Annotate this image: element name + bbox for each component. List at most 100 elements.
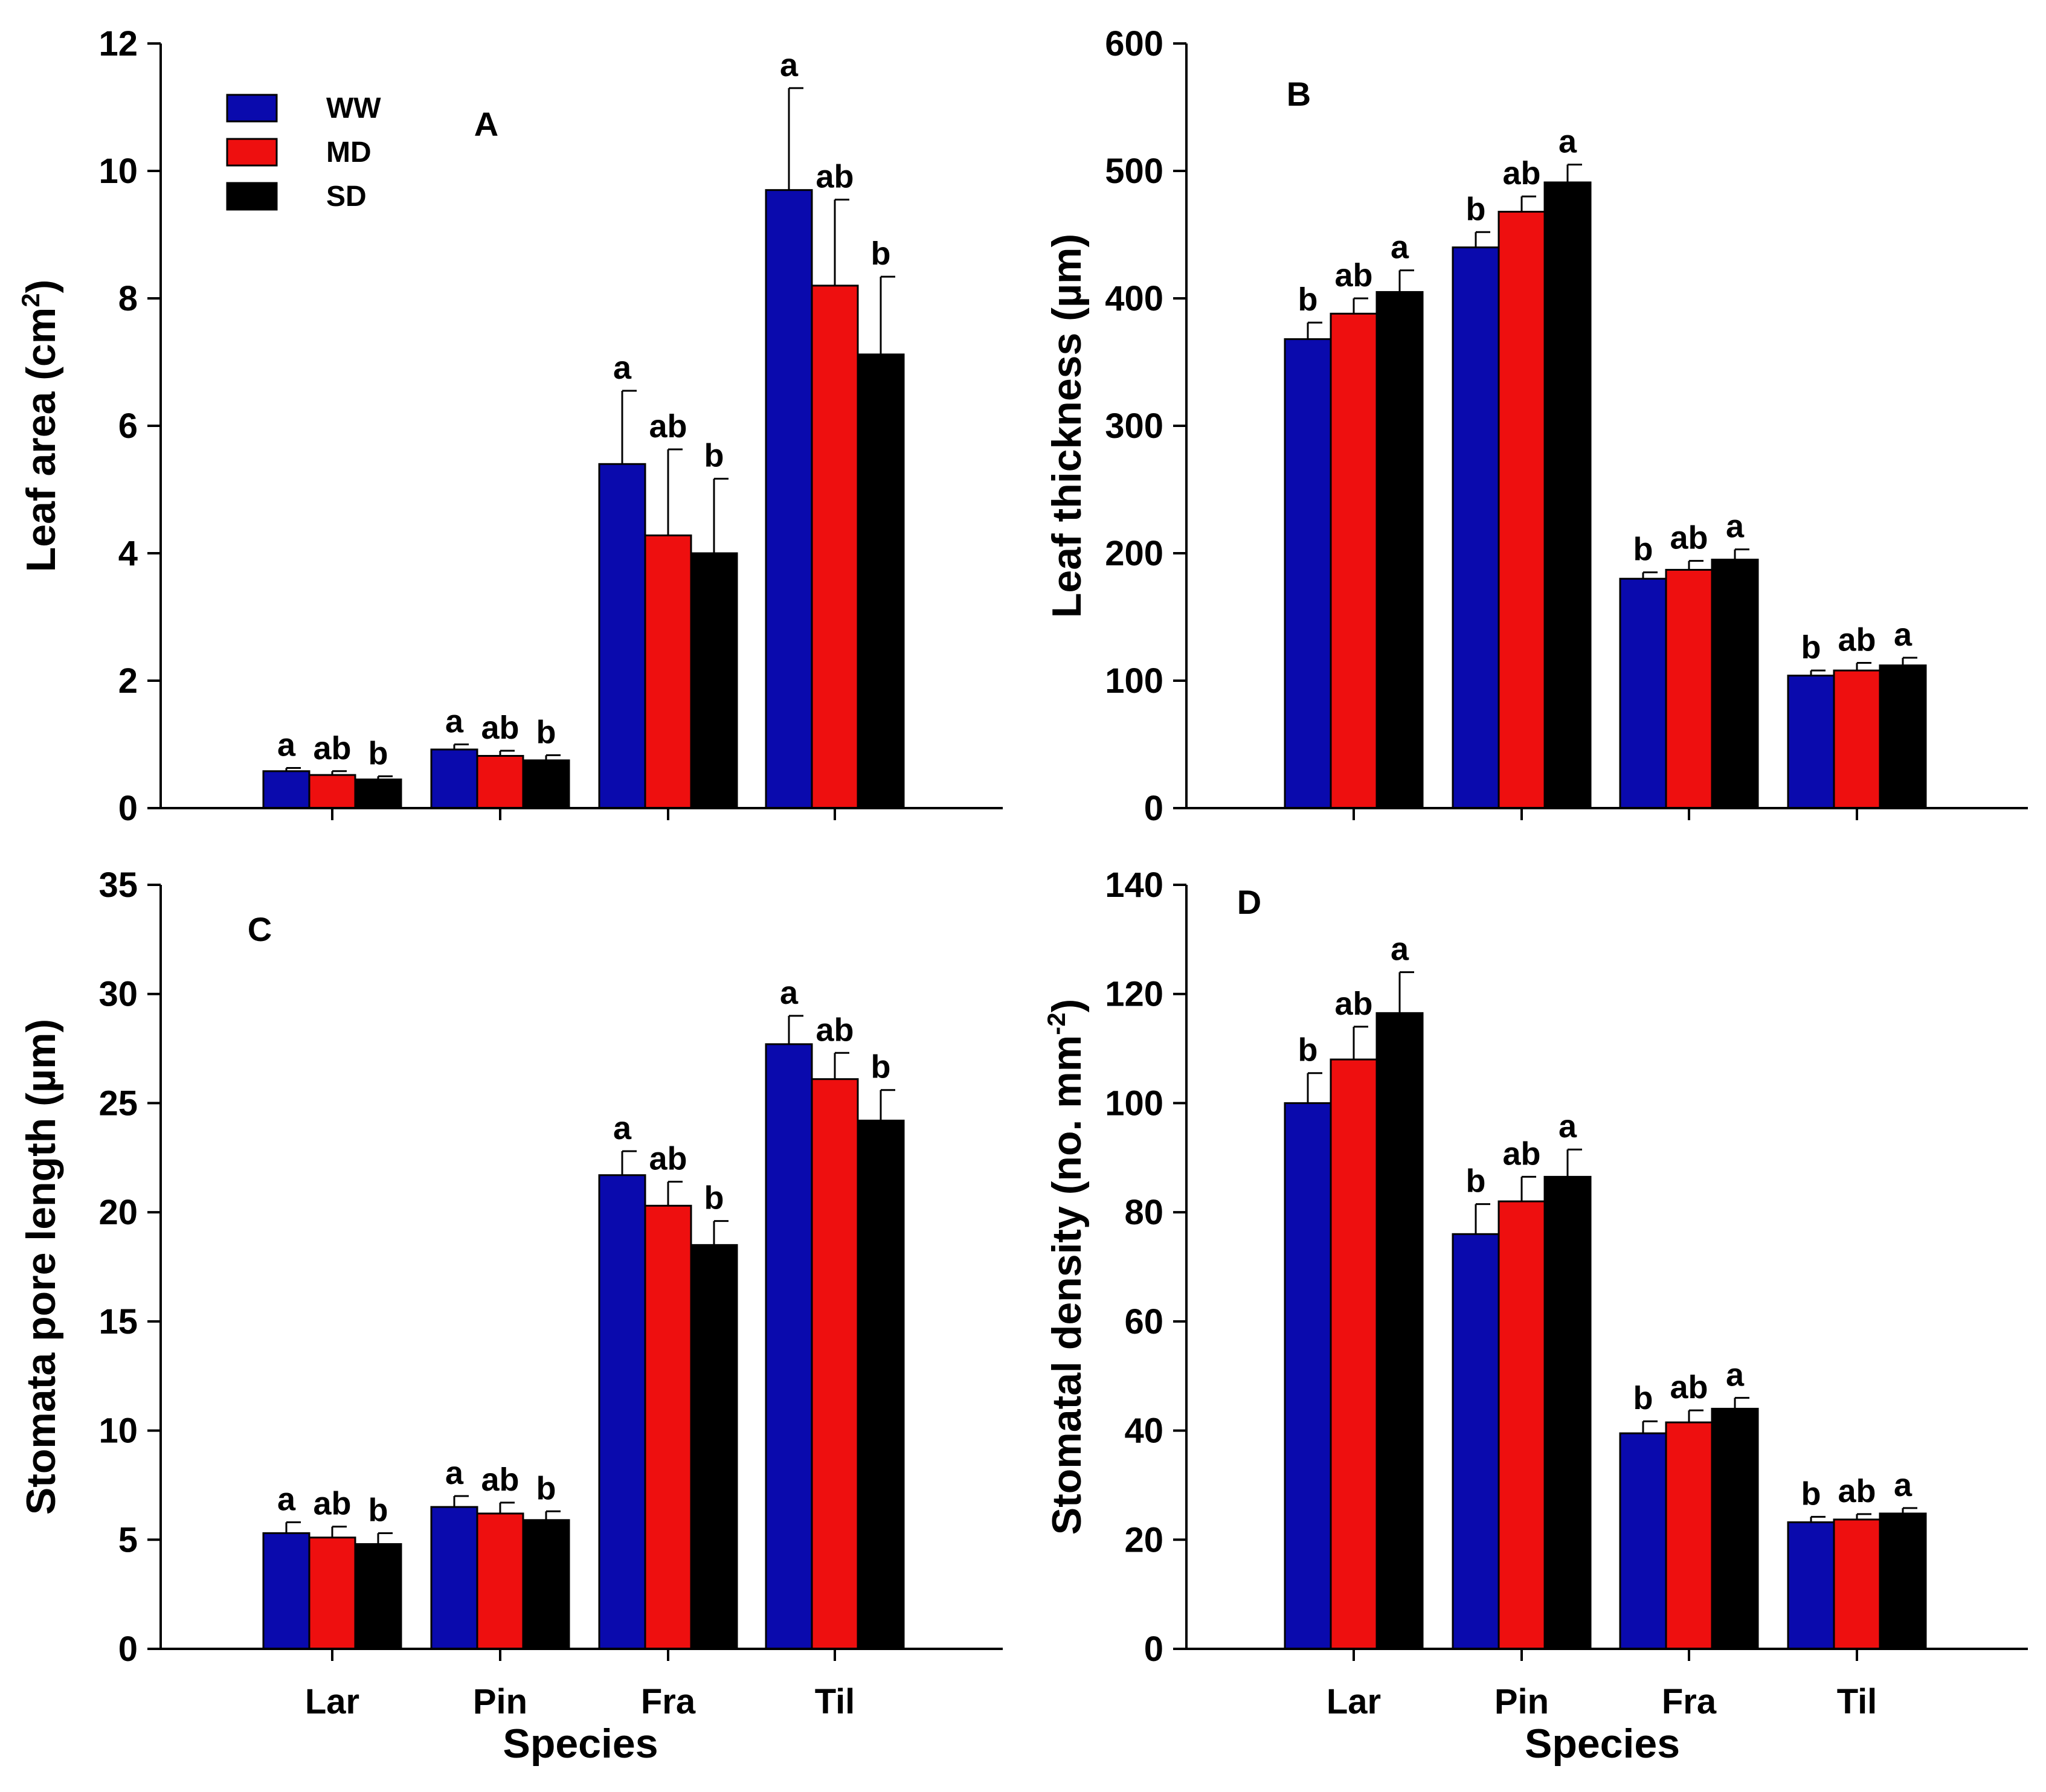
significance-label: b bbox=[536, 714, 556, 750]
bar-sd-fra bbox=[1711, 1407, 1759, 1650]
significance-label: a bbox=[1726, 1357, 1745, 1393]
legend: WW MD SD bbox=[226, 92, 381, 213]
bar-md-til bbox=[1833, 1518, 1881, 1650]
x-tick-label-pin: Pin bbox=[1494, 1682, 1549, 1721]
y-tick-label: 0 bbox=[118, 1630, 138, 1669]
significance-label: a bbox=[445, 704, 464, 740]
significance-label: b bbox=[368, 1492, 388, 1528]
bar-md-til bbox=[811, 284, 859, 809]
significance-label: a bbox=[613, 350, 632, 386]
significance-label: b bbox=[704, 1180, 724, 1216]
legend-label-sd: SD bbox=[326, 181, 367, 213]
y-axis-title-superscript: 2 bbox=[16, 293, 45, 307]
significance-label: b bbox=[1466, 191, 1486, 227]
bar-md-lar bbox=[1330, 1058, 1378, 1650]
x-tick-label-til: Til bbox=[1837, 1682, 1877, 1721]
significance-label: b bbox=[368, 735, 388, 771]
x-tick-label-lar: Lar bbox=[1327, 1682, 1381, 1721]
bar-sd-til bbox=[857, 1119, 905, 1650]
significance-label: b bbox=[1298, 281, 1318, 318]
bar-md-lar bbox=[308, 774, 356, 809]
significance-label: ab bbox=[1670, 1369, 1708, 1405]
significance-label: b bbox=[704, 438, 724, 474]
significance-label: ab bbox=[816, 158, 854, 194]
significance-label: a bbox=[1391, 931, 1409, 968]
significance-label: ab bbox=[1838, 1473, 1876, 1509]
x-axis-title: Species bbox=[1525, 1721, 1680, 1767]
y-tick-label: 140 bbox=[1105, 865, 1163, 905]
bar-md-fra bbox=[1665, 568, 1713, 809]
significance-label: ab bbox=[1502, 155, 1540, 191]
bar-md-pin bbox=[1498, 211, 1546, 809]
bar-ww-pin bbox=[430, 1506, 478, 1650]
y-axis-title: Leaf area (cm2) bbox=[16, 280, 64, 572]
y-tick-label: 30 bbox=[98, 975, 138, 1014]
bar-ww-til bbox=[1787, 1521, 1835, 1650]
y-tick-label: 500 bbox=[1105, 152, 1163, 191]
bar-ww-fra bbox=[1619, 577, 1667, 809]
legend-swatch-md bbox=[226, 138, 278, 167]
y-tick-label: 100 bbox=[1105, 661, 1163, 701]
y-tick-label: 400 bbox=[1105, 279, 1163, 318]
bar-md-pin bbox=[476, 754, 524, 809]
x-tick-label-lar: Lar bbox=[305, 1682, 359, 1721]
y-tick-label: 4 bbox=[118, 534, 138, 573]
legend-swatch-sd bbox=[226, 182, 278, 211]
y-tick-label: 25 bbox=[98, 1084, 138, 1123]
legend-label-md: MD bbox=[326, 136, 372, 169]
bar-sd-pin bbox=[522, 1519, 570, 1650]
significance-label: a bbox=[1894, 1467, 1912, 1503]
y-tick-label: 600 bbox=[1105, 24, 1163, 63]
bar-sd-lar bbox=[1375, 291, 1424, 809]
bar-sd-lar bbox=[354, 779, 402, 809]
bar-sd-til bbox=[1879, 664, 1927, 809]
y-tick-label: 0 bbox=[1144, 789, 1163, 828]
bar-ww-lar bbox=[1284, 1102, 1332, 1650]
significance-label: b bbox=[1298, 1032, 1318, 1068]
bar-ww-pin bbox=[1452, 1233, 1500, 1650]
x-tick-label-til: Til bbox=[815, 1682, 855, 1721]
y-tick-label: 40 bbox=[1124, 1411, 1163, 1451]
significance-label: b bbox=[536, 1470, 556, 1506]
bar-sd-fra bbox=[690, 1244, 738, 1650]
y-tick-label: 2 bbox=[118, 661, 138, 701]
bar-md-pin bbox=[476, 1512, 524, 1650]
bar-ww-fra bbox=[598, 463, 646, 809]
bar-ww-fra bbox=[1619, 1432, 1667, 1650]
significance-label: ab bbox=[1838, 621, 1876, 658]
bar-md-pin bbox=[1498, 1200, 1546, 1650]
bar-sd-pin bbox=[1543, 1175, 1592, 1650]
bar-md-fra bbox=[1665, 1421, 1713, 1650]
significance-label: ab bbox=[649, 1141, 687, 1177]
y-tick-label: 35 bbox=[98, 865, 138, 905]
y-axis-title-superscript: -2 bbox=[1042, 1012, 1070, 1035]
y-axis-title: Leaf thickness (µm) bbox=[1044, 234, 1090, 618]
significance-label: ab bbox=[481, 1462, 519, 1498]
y-axis-title-end: ) bbox=[1044, 999, 1090, 1013]
bar-ww-til bbox=[765, 189, 813, 809]
bar-md-lar bbox=[1330, 312, 1378, 809]
y-tick-label: 5 bbox=[118, 1520, 138, 1559]
bar-ww-lar bbox=[1284, 338, 1332, 809]
y-tick-label: 80 bbox=[1124, 1193, 1163, 1232]
y-axis-title-text: Stomatal density (no. mm bbox=[1044, 1035, 1090, 1535]
y-tick-label: 120 bbox=[1105, 975, 1163, 1014]
significance-label: b bbox=[871, 1049, 891, 1085]
y-tick-label: 0 bbox=[1144, 1630, 1163, 1669]
significance-label: b bbox=[1801, 629, 1821, 666]
y-tick-label: 20 bbox=[98, 1193, 138, 1232]
bar-ww-lar bbox=[262, 770, 310, 809]
bar-sd-fra bbox=[1711, 559, 1759, 809]
panel-letter: A bbox=[474, 105, 498, 143]
y-tick-label: 60 bbox=[1124, 1302, 1163, 1341]
bar-md-lar bbox=[308, 1537, 356, 1650]
significance-label: a bbox=[1559, 1108, 1577, 1145]
significance-label: a bbox=[780, 47, 799, 83]
legend-label-ww: WW bbox=[326, 92, 381, 124]
significance-label: a bbox=[277, 727, 296, 763]
significance-label: b bbox=[1466, 1163, 1486, 1199]
significance-label: a bbox=[445, 1455, 464, 1491]
